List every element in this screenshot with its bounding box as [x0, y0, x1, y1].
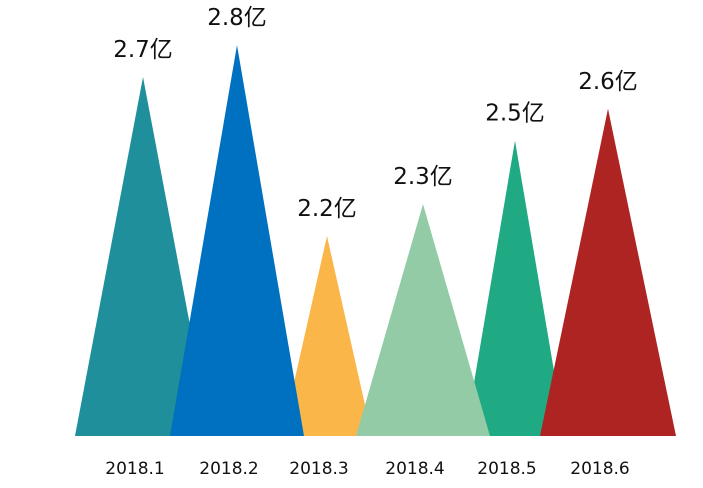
x-tick-label: 2018.2: [199, 459, 258, 479]
x-tick-label: 2018.6: [570, 459, 629, 479]
x-tick-label: 2018.3: [289, 459, 348, 479]
x-tick-label: 2018.1: [105, 459, 164, 479]
data-label: 2.6亿: [578, 69, 638, 95]
triangle-bar-2018.1: [75, 76, 211, 436]
data-label: 2.5亿: [485, 101, 545, 127]
data-label: 2.3亿: [393, 164, 453, 190]
data-label: 2.2亿: [297, 196, 357, 222]
data-label: 2.8亿: [207, 5, 267, 31]
triangle-bar-2018.2: [170, 45, 304, 436]
data-label: 2.7亿: [113, 37, 173, 63]
triangle-bar-2018.3: [282, 235, 372, 436]
triangle-bar-2018.6: [540, 108, 676, 436]
triangle-bar-2018.5: [465, 140, 565, 436]
x-tick-label: 2018.5: [477, 459, 536, 479]
triangle-bar-2018.4: [356, 204, 490, 436]
x-tick-label: 2018.4: [385, 459, 444, 479]
